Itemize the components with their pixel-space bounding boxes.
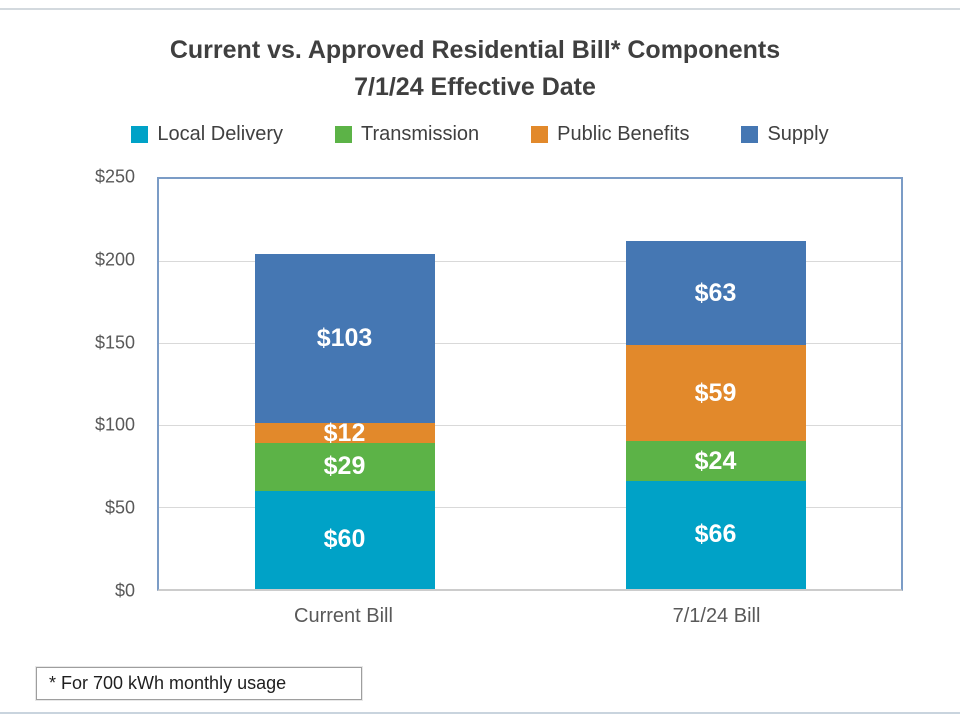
- y-tick-label-50: $50: [104, 497, 135, 518]
- legend-item-transmission: Transmission: [334, 123, 480, 146]
- x-axis: Current Bill 7/1/24 Bill: [157, 605, 903, 635]
- y-tick-label-250: $250: [94, 166, 135, 187]
- legend-swatch-transmission: [334, 126, 352, 143]
- bar-value-label-current-bill-transmission: $29: [323, 452, 366, 481]
- bottom-rule: [0, 712, 960, 714]
- bar-segment-current-bill-transmission: $29: [254, 443, 435, 491]
- legend: Local Delivery Transmission Public Benefit…: [0, 123, 960, 146]
- x-axis-label-current-bill: Current Bill: [294, 605, 393, 627]
- bar-value-label-7-1-24-bill-public-benefits: $59: [694, 378, 737, 407]
- chart-title-line1: Current vs. Approved Residential Bill* C…: [169, 36, 781, 64]
- bar-segment-current-bill-supply: $103: [254, 254, 435, 424]
- bar-segment-7-1-24-bill-supply: $63: [625, 241, 806, 345]
- chart-title-line2: 7/1/24 Effective Date: [354, 73, 596, 101]
- y-tick-label-100: $100: [94, 414, 135, 435]
- bar-segment-7-1-24-bill-local-delivery: $66: [625, 480, 806, 589]
- top-rule: [0, 8, 960, 10]
- legend-label-public-benefits: Public Benefits: [557, 123, 690, 145]
- bar-value-label-7-1-24-bill-supply: $63: [694, 278, 737, 307]
- y-axis: $0 $50 $100 $150 $200 $250: [0, 167, 141, 601]
- footnote-text: * For 700 kWh monthly usage: [49, 673, 287, 693]
- legend-label-local-delivery: Local Delivery: [157, 123, 283, 145]
- gridline-50: [159, 506, 901, 508]
- footnote-box: * For 700 kWh monthly usage: [36, 667, 362, 700]
- legend-item-public-benefits: Public Benefits: [531, 123, 689, 146]
- legend-item-local-delivery: Local Delivery: [131, 123, 283, 146]
- x-axis-label-7-1-24-bill: 7/1/24 Bill: [672, 605, 761, 627]
- y-tick-label-200: $200: [94, 249, 135, 270]
- legend-item-supply: Supply: [741, 123, 829, 146]
- bar-value-label-current-bill-supply: $103: [316, 324, 373, 353]
- plot-inner: $60 $29 $12 $103 $66 $24 $59 $63: [159, 179, 901, 589]
- bar-value-label-7-1-24-bill-transmission: $24: [694, 446, 737, 475]
- bar-current-bill: $60 $29 $12 $103: [254, 179, 435, 589]
- legend-swatch-supply: [741, 126, 759, 143]
- chart-title: Current vs. Approved Residential Bill* C…: [0, 32, 950, 106]
- gridline-100: [159, 424, 901, 426]
- y-tick-label-150: $150: [94, 332, 135, 353]
- legend-swatch-public-benefits: [531, 126, 549, 143]
- plot-area: $60 $29 $12 $103 $66 $24 $59 $63: [157, 177, 903, 591]
- gridline-150: [159, 342, 901, 344]
- y-tick-label-0: $0: [114, 580, 135, 601]
- legend-swatch-local-delivery: [131, 126, 149, 143]
- legend-label-transmission: Transmission: [360, 123, 480, 145]
- bar-segment-current-bill-local-delivery: $60: [254, 490, 435, 589]
- bar-7-1-24-bill: $66 $24 $59 $63: [625, 179, 806, 589]
- bar-segment-7-1-24-bill-transmission: $24: [625, 441, 806, 481]
- bar-segment-7-1-24-bill-public-benefits: $59: [625, 344, 806, 442]
- legend-label-supply: Supply: [767, 123, 829, 145]
- bar-value-label-current-bill-public-benefits: $12: [323, 418, 366, 447]
- bar-value-label-7-1-24-bill-local-delivery: $66: [694, 520, 737, 549]
- bar-segment-current-bill-public-benefits: $12: [254, 418, 435, 447]
- gridline-200: [159, 260, 901, 262]
- bar-value-label-current-bill-local-delivery: $60: [323, 525, 366, 554]
